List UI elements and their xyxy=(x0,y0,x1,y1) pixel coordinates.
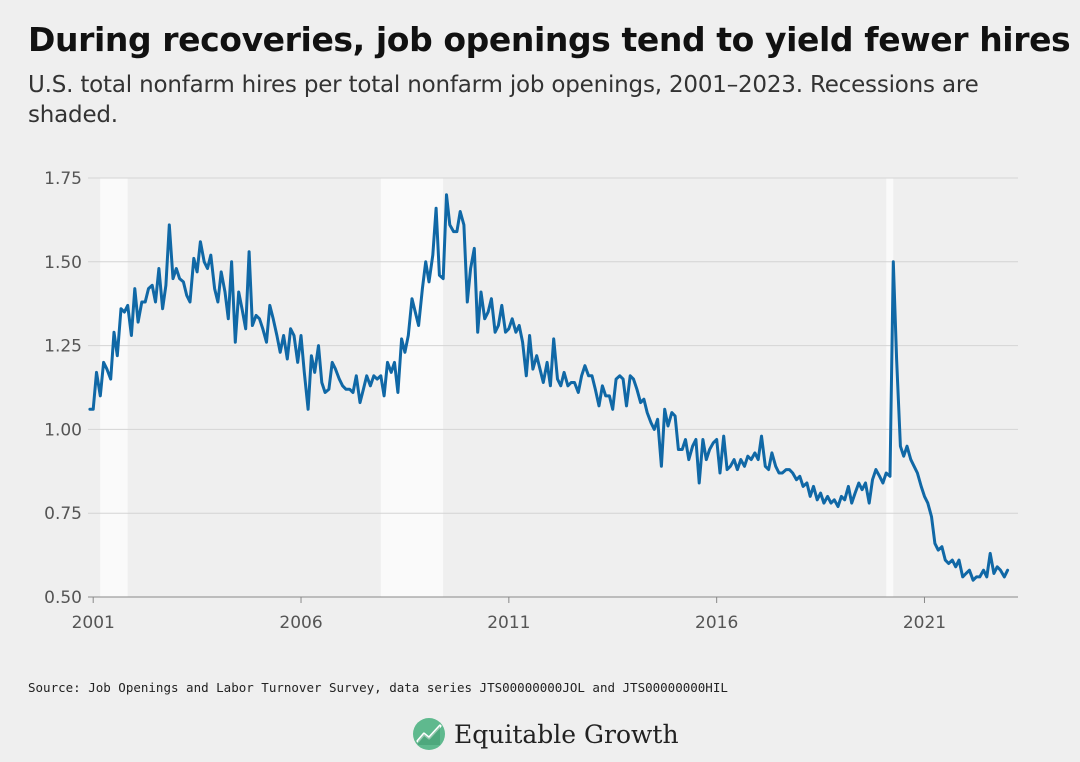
brand-logo[interactable]: Equitable Growth xyxy=(412,716,679,752)
y-tick-label: 1.00 xyxy=(44,420,82,440)
x-tick-label: 2011 xyxy=(487,613,530,633)
series-layer xyxy=(88,193,1010,582)
x-tick-label: 2016 xyxy=(695,613,738,633)
y-tick-label: 1.75 xyxy=(44,169,82,189)
y-tick-label: 0.50 xyxy=(44,588,82,608)
chart-title: During recoveries, job openings tend to … xyxy=(28,20,1071,59)
source-note: Source: Job Openings and Labor Turnover … xyxy=(28,680,728,695)
recession-shading xyxy=(100,178,894,597)
y-tick-label: 1.25 xyxy=(44,337,82,357)
y-tick-label: 0.75 xyxy=(44,504,82,524)
x-tick-label: 2001 xyxy=(72,613,115,633)
x-tick-label: 2021 xyxy=(903,613,946,633)
recession-band-1 xyxy=(100,178,128,597)
recession-band-3 xyxy=(886,178,894,597)
x-tick-label: 2006 xyxy=(279,613,322,633)
brand-name: Equitable Growth xyxy=(454,719,679,749)
chart-subtitle: U.S. total nonfarm hires per total nonfa… xyxy=(28,72,979,128)
y-tick-label: 1.50 xyxy=(44,253,82,273)
series-line xyxy=(88,193,1010,582)
trend-chart-icon xyxy=(413,718,445,750)
axes: 0.50 0.75 1.00 1.25 1.50 1.75 2001 2006 2011 2016… xyxy=(44,169,946,633)
grid-lines xyxy=(88,177,1018,598)
